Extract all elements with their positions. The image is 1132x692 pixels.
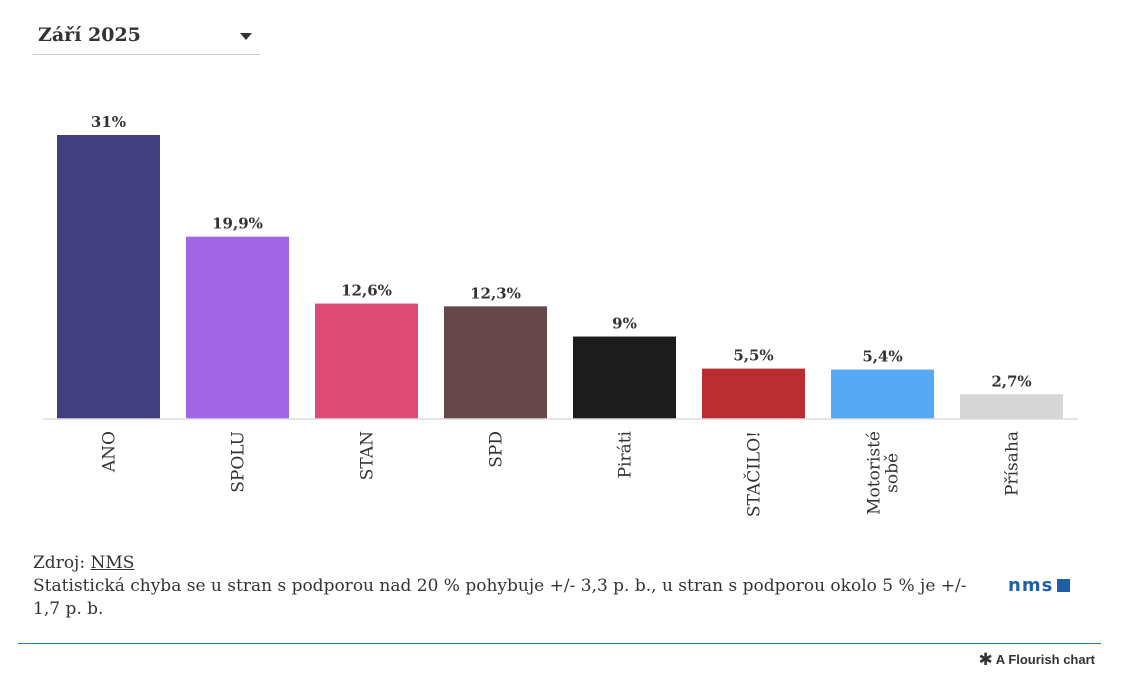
chart-footer: Zdroj: NMS Statistická chyba se u stran … xyxy=(33,552,993,621)
nms-logo-text: nms xyxy=(1008,574,1054,596)
period-dropdown-value: Září 2025 xyxy=(38,24,141,46)
flourish-attribution-label: A Flourish chart xyxy=(995,652,1095,667)
bars-group xyxy=(57,135,1063,419)
chevron-down-icon xyxy=(240,33,252,40)
category-label-spd: SPD xyxy=(487,431,507,468)
bar-motoriste-sobe[interactable] xyxy=(831,369,934,419)
value-label-spd: 12,3% xyxy=(470,284,521,302)
footer-divider xyxy=(18,643,1101,644)
source-link[interactable]: NMS xyxy=(90,553,135,573)
category-label-spolu: SPOLU xyxy=(229,431,249,493)
category-label-ano: ANO xyxy=(100,431,120,473)
value-labels-group: 31% 19,9% 12,6% 12,3% 9% 5,5% 5,4% 2,7% xyxy=(91,113,1032,390)
category-label-pirati: Piráti xyxy=(616,430,636,478)
value-label-spolu: 19,9% xyxy=(212,215,263,233)
statistical-error-note: Statistická chyba se u stran s podporou … xyxy=(33,576,967,619)
bar-spd[interactable] xyxy=(444,306,547,419)
source-line: Zdroj: NMS xyxy=(33,552,993,575)
flourish-attribution-link[interactable]: ✱ A Flourish chart xyxy=(979,651,1095,668)
value-label-prisaha: 2,7% xyxy=(991,372,1031,390)
category-label-motoriste-sobe: Motoristésobě xyxy=(865,431,903,515)
bar-ano[interactable] xyxy=(57,135,160,419)
bar-spolu[interactable] xyxy=(186,236,289,419)
category-label-stan: STAN xyxy=(358,431,378,480)
flourish-asterisk-icon: ✱ xyxy=(978,650,993,669)
bar-chart: 31% 19,9% 12,6% 12,3% 9% 5,5% 5,4% 2,7% ANO SPOL… xyxy=(43,113,1078,517)
value-label-stacilo: 5,5% xyxy=(733,347,773,365)
bar-pirati[interactable] xyxy=(573,336,676,419)
period-dropdown[interactable]: Září 2025 xyxy=(33,18,260,55)
logo-square-icon xyxy=(1057,578,1071,592)
value-label-ano: 31% xyxy=(91,113,126,131)
value-label-pirati: 9% xyxy=(612,315,637,333)
nms-logo: nms xyxy=(1008,574,1071,596)
value-label-stan: 12,6% xyxy=(341,282,392,300)
category-label-stacilo: STAČILO! xyxy=(744,431,765,517)
bar-stacilo[interactable] xyxy=(702,368,805,419)
source-prefix: Zdroj: xyxy=(33,553,91,573)
value-label-motoriste-sobe: 5,4% xyxy=(862,348,902,366)
category-label-prisaha: Přísaha xyxy=(1003,431,1023,496)
bar-prisaha[interactable] xyxy=(960,394,1063,419)
category-labels-group: ANO SPOLU STAN SPD Piráti STAČILO! Motoristéso… xyxy=(100,430,1023,517)
bar-stan[interactable] xyxy=(315,303,418,419)
